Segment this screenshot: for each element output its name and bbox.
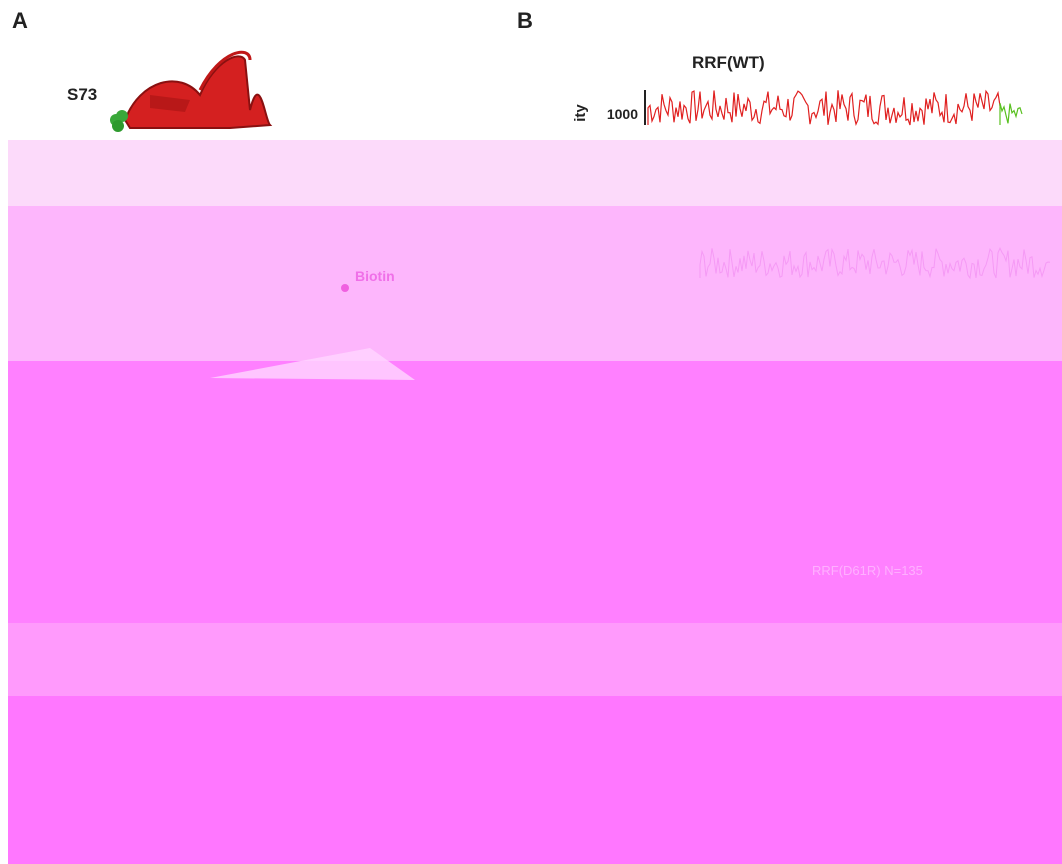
trace-title: RRF(WT) <box>692 53 765 72</box>
overlay-band <box>8 696 1062 864</box>
figure: A S73 B RRF(WT) ity 1000 Biotin RRF(D61R… <box>0 0 1062 864</box>
panel-label: B <box>517 8 533 33</box>
residue-label: S73 <box>67 85 97 104</box>
tag-label: Biotin <box>355 268 395 284</box>
y-tick-label: 1000 <box>607 106 638 122</box>
biotin-dot <box>341 284 349 292</box>
overlay-text: RRF(D61R) N=135 <box>812 563 923 578</box>
overlay-band <box>8 206 1062 361</box>
panel-label: A <box>12 8 28 33</box>
y-axis-label: ity <box>572 104 589 122</box>
overlay-band <box>8 623 1062 696</box>
overlay-band <box>8 140 1062 206</box>
overlay-band <box>8 361 1062 623</box>
